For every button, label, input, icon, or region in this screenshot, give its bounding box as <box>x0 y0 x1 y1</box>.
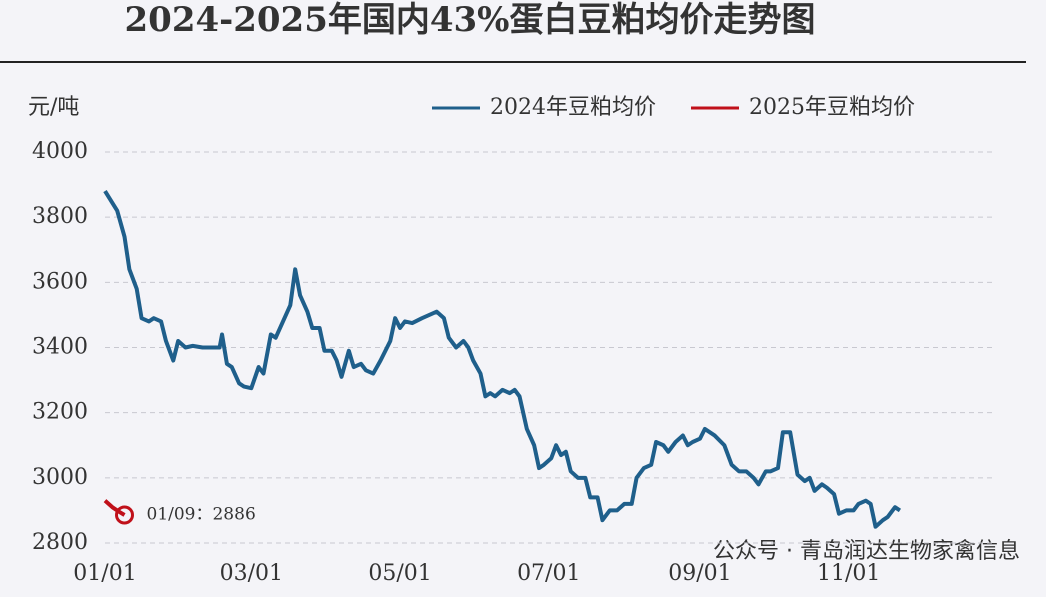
y-tick-label: 3600 <box>32 269 88 294</box>
y-axis-label: 元/吨 <box>28 95 79 120</box>
y-tick-label: 3800 <box>32 204 88 229</box>
x-tick-label: 03/01 <box>220 561 283 586</box>
y-tick-label: 3200 <box>32 400 88 425</box>
legend-label: 2025年豆粕均价 <box>749 95 915 120</box>
x-tick-label: 05/01 <box>368 561 431 586</box>
x-tick-label: 07/01 <box>517 561 580 586</box>
annotation-marker <box>115 505 135 525</box>
series-line <box>103 499 126 517</box>
chart-title: 2024-2025年国内43%蛋白豆粕均价走势图 <box>125 0 816 40</box>
annotation: 01/09：2886 <box>147 504 256 524</box>
y-tick-label: 4000 <box>32 139 88 164</box>
legend-label: 2024年豆粕均价 <box>490 95 656 120</box>
x-tick-label: 09/01 <box>668 561 731 586</box>
y-tick-label: 3400 <box>32 335 88 360</box>
x-tick-label: 11/01 <box>817 561 880 586</box>
x-tick-label: 01/01 <box>73 561 136 586</box>
y-tick-label: 3000 <box>32 465 88 490</box>
series-line <box>103 190 902 529</box>
y-tick-label: 2800 <box>32 530 88 555</box>
